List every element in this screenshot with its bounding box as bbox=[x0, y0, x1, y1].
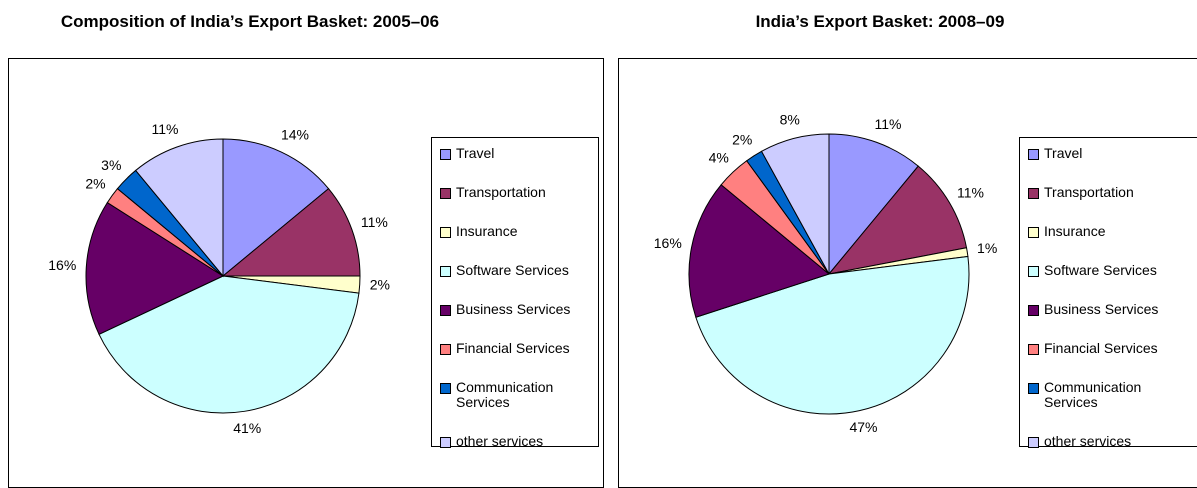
data-label: 16% bbox=[654, 235, 682, 251]
chart-frame: 14% 11% 2% 41% 16% 2% 3% 11% Travel Transportati… bbox=[8, 58, 604, 488]
pie-slice bbox=[760, 133, 830, 275]
legend-item: Financial Services bbox=[1028, 341, 1197, 356]
pie-slice bbox=[827, 165, 968, 275]
legend-label: Software Services bbox=[1044, 262, 1157, 278]
legend-swatch bbox=[1028, 188, 1039, 199]
data-label: 41% bbox=[233, 420, 261, 436]
legend-item: Transportation bbox=[440, 185, 594, 200]
legend-swatch bbox=[440, 344, 451, 355]
legend-label: Transportation bbox=[456, 184, 546, 200]
legend-swatch bbox=[440, 188, 451, 199]
legend-swatch bbox=[1028, 305, 1039, 316]
legend-item: Travel bbox=[440, 146, 594, 161]
legend: Travel Transportation Insurance Software Se… bbox=[431, 137, 599, 449]
chart-title: India’s Export Basket: 2008–09 bbox=[755, 12, 1005, 31]
legend-swatch bbox=[440, 149, 451, 160]
legend-label: Transportation bbox=[1044, 184, 1134, 200]
pie-slice bbox=[688, 184, 831, 318]
pie-slice bbox=[695, 255, 970, 415]
data-label: 11% bbox=[875, 116, 902, 132]
legend-swatch bbox=[1028, 437, 1039, 448]
legend-label: Insurance bbox=[456, 223, 518, 239]
pie-slice bbox=[85, 201, 225, 335]
pie-slice bbox=[221, 187, 361, 277]
legend-label: other services bbox=[456, 433, 544, 449]
legend-item: Travel bbox=[1028, 146, 1197, 161]
legend-item: Software Services bbox=[1028, 263, 1197, 278]
data-label: 11% bbox=[957, 184, 984, 200]
legend-label: Business Services bbox=[456, 301, 571, 317]
legend-item: Communication Services bbox=[1028, 380, 1197, 410]
legend-label: Travel bbox=[456, 145, 495, 161]
legend-swatch bbox=[440, 266, 451, 277]
data-label: 14% bbox=[281, 126, 309, 142]
data-label: 2% bbox=[370, 276, 390, 292]
legend-item: Business Services bbox=[440, 302, 594, 317]
pie-chart: 14% 11% 2% 41% 16% 2% 3% 11% bbox=[48, 121, 390, 436]
legend-item: other services bbox=[1028, 434, 1197, 449]
legend-swatch bbox=[1028, 383, 1039, 394]
legend-swatch bbox=[440, 437, 451, 448]
legend-item: Transportation bbox=[1028, 185, 1197, 200]
legend-item: Insurance bbox=[440, 224, 594, 239]
chart-frame: 11% 11% 1% 47% 16% 4% 2% 8% Travel Transportatio… bbox=[618, 58, 1197, 488]
legend-label: Business Services bbox=[1044, 301, 1159, 317]
legend-swatch bbox=[440, 383, 451, 394]
legend-item: Insurance bbox=[1028, 224, 1197, 239]
legend-label: Financial Services bbox=[1044, 340, 1158, 356]
legend-label: Financial Services bbox=[456, 340, 570, 356]
data-label: 8% bbox=[780, 112, 800, 128]
legend-label: Communication Services bbox=[456, 379, 554, 410]
legend-item: Software Services bbox=[440, 263, 594, 278]
legend-swatch bbox=[1028, 149, 1039, 160]
legend-label: other services bbox=[1044, 433, 1132, 449]
legend-swatch bbox=[1028, 266, 1039, 277]
data-label: 16% bbox=[48, 257, 76, 273]
legend-label: Travel bbox=[1044, 145, 1083, 161]
pie-slice bbox=[828, 133, 919, 276]
legend: Travel Transportation Insurance Software Se… bbox=[1019, 137, 1197, 449]
legend-item: Financial Services bbox=[440, 341, 594, 356]
pie-slice bbox=[222, 138, 330, 278]
data-label: 2% bbox=[85, 176, 105, 192]
data-label: 2% bbox=[732, 131, 752, 147]
data-label: 47% bbox=[849, 419, 877, 435]
legend-item: other services bbox=[440, 434, 594, 449]
data-label: 4% bbox=[709, 150, 729, 166]
legend-label: Insurance bbox=[1044, 223, 1106, 239]
legend-label: Software Services bbox=[456, 262, 569, 278]
legend-label: Communication Services bbox=[1044, 379, 1142, 410]
legend-swatch bbox=[440, 305, 451, 316]
legend-swatch bbox=[1028, 227, 1039, 238]
data-label: 11% bbox=[361, 214, 388, 230]
data-label: 1% bbox=[977, 240, 997, 256]
legend-item: Business Services bbox=[1028, 302, 1197, 317]
legend-swatch bbox=[440, 227, 451, 238]
data-label: 3% bbox=[101, 157, 121, 173]
pie-slice bbox=[134, 138, 224, 278]
chart-title: Composition of India’s Export Basket: 20… bbox=[60, 12, 440, 31]
legend-item: Communication Services bbox=[440, 380, 594, 410]
pie-slice bbox=[98, 275, 360, 414]
legend-swatch bbox=[1028, 344, 1039, 355]
pie-chart: 11% 11% 1% 47% 16% 4%2% 8% bbox=[654, 112, 998, 435]
data-label: 11% bbox=[152, 121, 179, 137]
